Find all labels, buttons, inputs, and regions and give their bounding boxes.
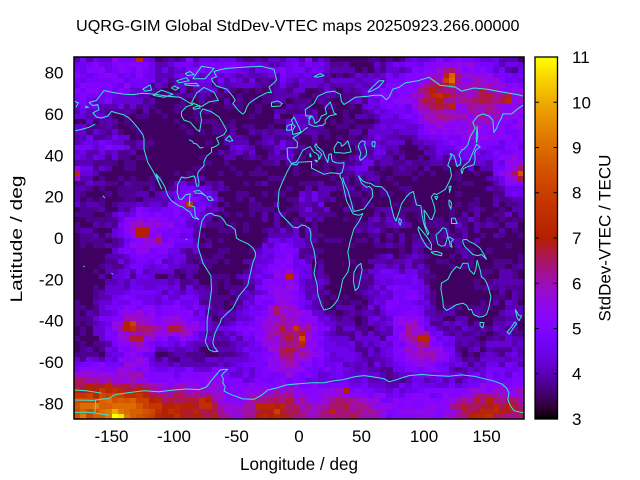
svg-text:-60: -60: [39, 353, 64, 372]
svg-text:0: 0: [54, 229, 63, 248]
svg-text:-20: -20: [39, 270, 64, 289]
svg-text:3: 3: [572, 410, 581, 429]
svg-text:-100: -100: [157, 427, 191, 446]
svg-text:20: 20: [45, 188, 64, 207]
svg-text:5: 5: [572, 320, 581, 339]
svg-text:-150: -150: [94, 427, 128, 446]
svg-text:50: 50: [352, 427, 371, 446]
svg-text:150: 150: [472, 427, 500, 446]
svg-text:7: 7: [572, 229, 581, 248]
svg-text:-80: -80: [39, 395, 64, 414]
svg-text:StdDev-VTEC / TECU: StdDev-VTEC / TECU: [596, 155, 615, 322]
svg-text:8: 8: [572, 184, 581, 203]
svg-text:60: 60: [45, 105, 64, 124]
svg-text:0: 0: [294, 427, 303, 446]
svg-text:11: 11: [572, 48, 590, 67]
svg-text:-40: -40: [39, 312, 64, 331]
svg-text:UQRG-GIM Global StdDev-VTEC ma: UQRG-GIM Global StdDev-VTEC maps 2025092…: [76, 18, 520, 35]
svg-text:9: 9: [572, 139, 581, 158]
svg-text:6: 6: [572, 274, 581, 293]
svg-text:Longitude / deg: Longitude / deg: [240, 454, 358, 474]
svg-text:Latitude / deg: Latitude / deg: [7, 176, 26, 303]
svg-text:4: 4: [572, 365, 581, 384]
svg-text:-50: -50: [224, 427, 249, 446]
svg-text:10: 10: [572, 93, 591, 112]
svg-text:80: 80: [45, 64, 64, 83]
svg-text:100: 100: [410, 427, 438, 446]
svg-text:40: 40: [45, 146, 64, 165]
